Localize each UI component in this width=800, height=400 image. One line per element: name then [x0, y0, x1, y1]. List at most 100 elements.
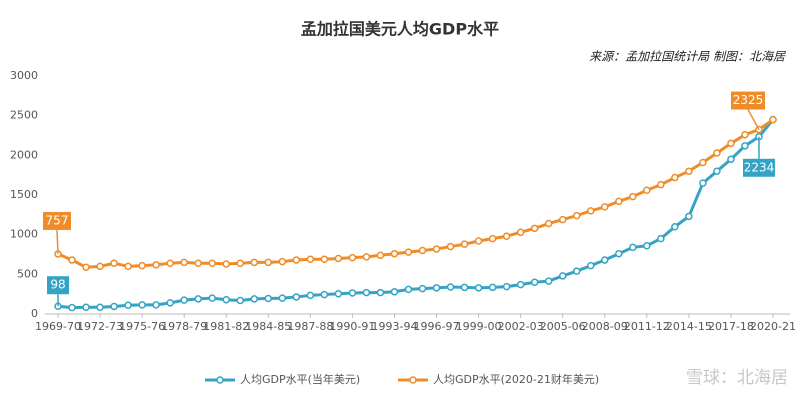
legend-marker	[409, 376, 417, 384]
data-point	[671, 173, 679, 182]
data-point	[488, 234, 497, 243]
x-tick-label: 2008-09	[582, 320, 628, 333]
data-point	[222, 260, 230, 268]
x-tick-label: 1975-76	[119, 320, 165, 333]
y-tick-label: 1000	[10, 228, 38, 241]
data-point	[586, 261, 595, 270]
y-tick-label: 2500	[10, 109, 38, 122]
data-point	[572, 267, 581, 275]
data-point	[713, 167, 721, 175]
data-point	[124, 301, 132, 310]
y-tick-label: 500	[17, 267, 38, 280]
x-tick-label: 2020-21	[750, 320, 796, 333]
data-point	[657, 234, 665, 243]
data-point	[404, 285, 413, 294]
data-point	[727, 139, 735, 148]
data-point	[362, 288, 371, 297]
data-point	[643, 242, 651, 250]
series-line	[57, 118, 774, 269]
data-point	[138, 261, 146, 270]
data-point	[657, 180, 665, 189]
data-point	[376, 288, 385, 297]
y-tick-label: 0	[31, 307, 38, 320]
data-point	[474, 237, 483, 245]
data-point	[180, 258, 188, 267]
x-tick-label: 2014-15	[666, 320, 712, 333]
data-point	[278, 294, 287, 302]
data-point	[643, 186, 651, 194]
data-point	[334, 254, 343, 263]
data-point	[460, 240, 469, 248]
data-point	[152, 261, 160, 269]
data-point	[208, 294, 216, 302]
data-point	[320, 290, 329, 299]
data-point	[250, 258, 259, 267]
data-point	[236, 259, 245, 267]
x-tick-label: 1999-00	[456, 320, 502, 333]
data-point	[558, 272, 567, 280]
y-tick-label: 2000	[10, 148, 38, 161]
data-point	[320, 255, 329, 264]
data-label: 757	[46, 213, 69, 227]
data-point	[741, 142, 749, 150]
data-point	[446, 242, 455, 251]
legend-marker	[216, 376, 224, 384]
data-point	[516, 280, 525, 289]
data-point	[601, 203, 609, 211]
data-point	[236, 296, 245, 305]
data-point	[516, 228, 525, 237]
source-note: 来源：孟加拉国统计局 制图：北海居	[589, 50, 786, 64]
x-tick-label: 1990-91	[329, 320, 375, 333]
data-point	[586, 207, 595, 215]
legend-label: 人均GDP水平(2020-21财年美元)	[433, 372, 599, 386]
data-point	[769, 115, 777, 124]
data-point	[194, 259, 202, 267]
data-point	[502, 232, 511, 241]
data-point	[390, 288, 399, 296]
series-line	[57, 118, 775, 310]
data-point	[530, 278, 539, 287]
callout-arrow	[747, 109, 760, 130]
data-point	[601, 256, 609, 264]
data-point	[292, 256, 301, 264]
data-point	[460, 283, 469, 292]
data-point	[432, 284, 441, 292]
data-point	[502, 282, 511, 291]
chart-title: 孟加拉国美元人均GDP水平	[301, 20, 499, 39]
watermark: 雪球：北海居	[686, 368, 788, 388]
data-point	[446, 283, 455, 291]
data-point	[474, 284, 483, 292]
y-tick-label: 1500	[10, 188, 38, 201]
data-point	[250, 295, 259, 303]
data-point	[348, 289, 357, 297]
data-point	[264, 294, 273, 303]
data-point	[699, 179, 707, 187]
data-point	[418, 284, 427, 293]
callout-box	[43, 211, 71, 230]
data-point	[615, 197, 623, 206]
data-point	[82, 303, 90, 312]
data-point	[264, 258, 273, 267]
callout-arrow	[56, 229, 59, 254]
data-point	[124, 262, 132, 271]
data-point	[96, 303, 104, 312]
x-tick-label: 1972-73	[77, 320, 123, 333]
data-point	[110, 302, 118, 311]
data-point	[558, 215, 567, 224]
x-tick-label: 2002-03	[498, 320, 544, 333]
data-point	[278, 257, 287, 266]
x-tick-label: 1981-82	[203, 320, 249, 333]
data-label: 2234	[744, 160, 775, 174]
x-tick-label: 1996-97	[414, 320, 460, 333]
data-point	[110, 259, 118, 267]
data-point	[362, 253, 371, 261]
data-point	[572, 211, 581, 220]
data-point	[208, 259, 216, 267]
x-tick-label: 1969-70	[35, 320, 81, 333]
data-point	[68, 256, 76, 264]
data-point	[222, 295, 230, 304]
x-tick-label: 2005-06	[540, 320, 586, 333]
data-point	[685, 167, 693, 175]
data-point	[741, 130, 749, 139]
